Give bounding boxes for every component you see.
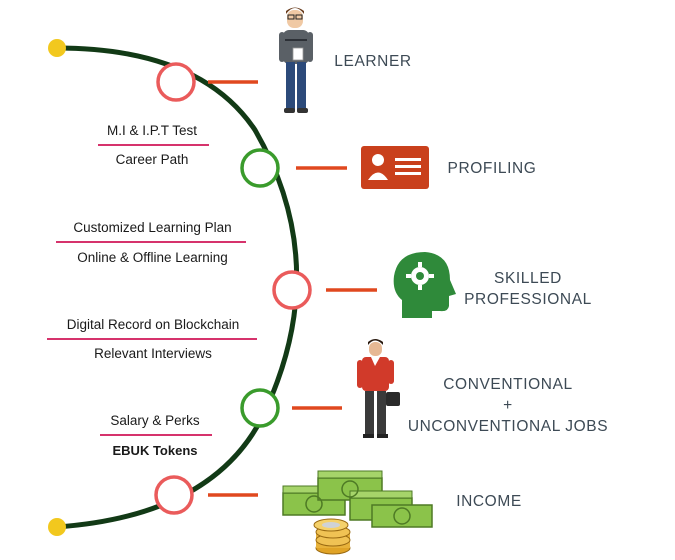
stage-label-jobs-line1: CONVENTIONAL [443,376,573,393]
node-profiling [240,148,280,188]
stage-label-skilled-line1: SKILLED [494,270,562,287]
note-2-bottom: Online & Offline Learning [77,250,228,265]
node-learner [156,62,196,102]
stage-label-profiling: PROFILING [447,160,537,177]
note-1-top: M.I & I.P.T Test [106,123,198,138]
learner-figure-icon [279,7,313,113]
businessman-briefcase-icon [357,339,400,438]
timeline-start-dot [48,39,66,57]
money-coins-icon [282,470,433,555]
node-skilled [272,270,312,310]
stage-label-learner: LEARNER [334,53,412,70]
note-1-bottom: Career Path [115,152,189,167]
note-2-top: Customized Learning Plan [73,220,232,235]
stage-label-jobs: CONVENTIONAL + UNCONVENTIONAL JOBS [398,374,618,437]
note-4-bottom: EBUK Tokens [112,443,198,458]
stage-label-income: INCOME [456,493,522,510]
note-3-rule [47,338,257,340]
note-3-top: Digital Record on Blockchain [66,317,240,332]
note-1-rule [98,144,209,146]
note-3-bottom: Relevant Interviews [94,346,212,361]
stage-label-jobs-plus: + [503,397,513,414]
node-income [154,475,194,515]
stage-label-skilled: SKILLED PROFESSIONAL [448,268,608,310]
stage-label-jobs-line2: UNCONVENTIONAL JOBS [407,418,609,435]
node-jobs [240,388,280,428]
head-gear-icon [393,252,456,318]
timeline-end-dot [48,518,66,536]
note-4-top: Salary & Perks [110,413,200,428]
note-2-rule [56,241,246,243]
id-card-icon [361,146,429,189]
stage-label-skilled-line2: PROFESSIONAL [464,291,592,308]
note-4-rule [100,434,212,436]
